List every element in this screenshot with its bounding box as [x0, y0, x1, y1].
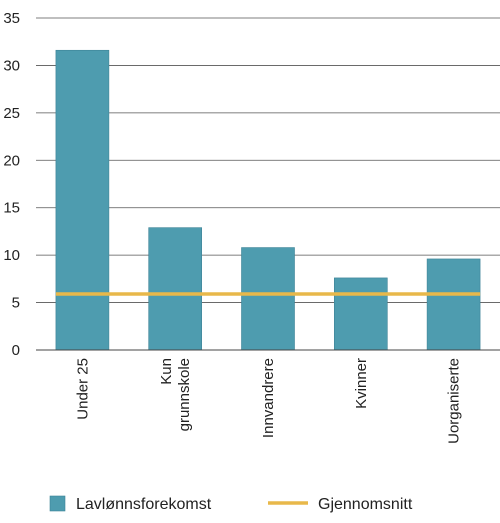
x-tick-label-line: Under 25: [74, 358, 91, 420]
bar-series: [55, 49, 481, 351]
x-tick-label-line: Innvandrere: [260, 358, 277, 438]
bar: [426, 258, 481, 351]
x-tick-label: Kun grunnskole: [158, 358, 193, 431]
x-tick-label: Innvandrere: [260, 358, 277, 438]
y-tick-label: 25: [3, 105, 20, 122]
y-tick-label: 0: [12, 342, 20, 359]
grid-lines: [36, 17, 500, 303]
y-tick-label: 5: [12, 295, 20, 312]
y-tick-label: 15: [3, 200, 20, 217]
x-tick-label-line: Kvinner: [353, 358, 370, 409]
bar: [55, 49, 110, 351]
y-tick-label: 30: [3, 57, 20, 74]
x-tick-label: Uorganiserte: [446, 358, 463, 444]
y-axis-ticks: 0 5 10 15 20 25 30 35: [3, 10, 20, 359]
x-axis-category-labels: Under 25 Kun grunnskole Innvandrere Kvinner U…: [74, 358, 462, 444]
legend-label-line: Gjennomsnitt: [318, 496, 413, 513]
x-tick-label-line: Uorganiserte: [446, 358, 463, 444]
y-tick-label: 10: [3, 247, 20, 264]
y-tick-label: 20: [3, 152, 20, 169]
legend-swatch-bar: [49, 495, 66, 512]
bar: [333, 277, 388, 351]
x-tick-label: Kvinner: [353, 358, 370, 409]
x-tick-label-line: grunnskole: [176, 358, 193, 431]
legend-label-bar: Lavlønnsforekomst: [76, 496, 212, 513]
y-tick-label: 35: [3, 10, 20, 27]
x-tick-label: Under 25: [74, 358, 91, 420]
legend: Lavlønnsforekomst Gjennomsnitt: [49, 495, 413, 513]
bar: [148, 227, 202, 351]
x-tick-label-line: Kun: [158, 358, 175, 385]
bar: [241, 247, 295, 351]
